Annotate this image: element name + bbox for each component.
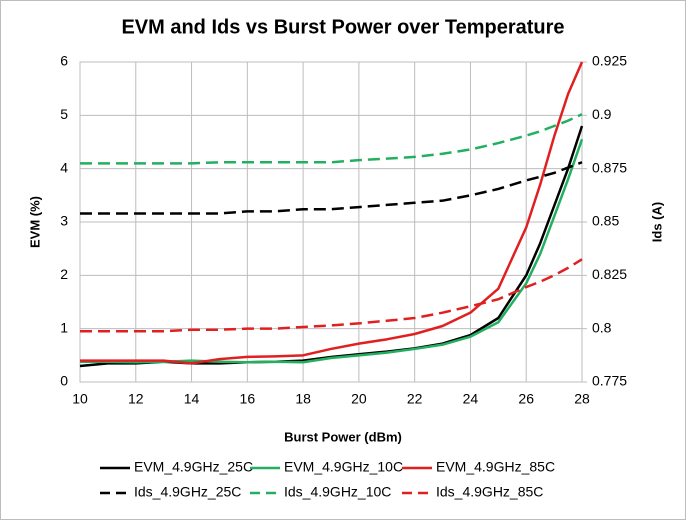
y2-tick-label: 0.85 <box>592 213 619 229</box>
x-tick-label: 26 <box>518 391 534 407</box>
plot-border <box>79 61 583 383</box>
y-tick-label: 6 <box>60 53 68 69</box>
series-line <box>80 113 583 165</box>
y-tick-label: 0 <box>60 373 68 389</box>
y2-tick-label: 0.925 <box>592 53 627 69</box>
y-tick-label: 1 <box>60 319 68 335</box>
y2-axis-title: Ids (A) <box>649 202 664 242</box>
y2-tick-label: 0.775 <box>592 373 627 389</box>
series-line <box>80 258 583 333</box>
x-tick-label: 10 <box>72 391 88 407</box>
y-tick-label: 4 <box>60 159 68 175</box>
x-tick-label: 24 <box>463 391 479 407</box>
y-tick-label: 5 <box>60 106 68 122</box>
y2-tick-label: 0.825 <box>592 266 627 282</box>
y2-tick-label: 0.8 <box>592 319 612 335</box>
x-tick-label: 18 <box>295 391 311 407</box>
legend-label: Ids_4.9GHz_10C <box>284 484 391 500</box>
y-axis-title: EVM (%) <box>27 196 42 248</box>
x-tick-label: 14 <box>184 391 200 407</box>
x-tick-label: 16 <box>240 391 256 407</box>
legend-label: EVM_4.9GHz_85C <box>436 459 555 475</box>
legend-label: Ids_4.9GHz_25C <box>134 484 241 500</box>
x-tick-label: 22 <box>407 391 423 407</box>
y-tick-label: 3 <box>60 213 68 229</box>
series-line <box>80 161 583 215</box>
x-tick-label: 28 <box>574 391 590 407</box>
y2-tick-label: 0.875 <box>592 159 627 175</box>
chart-title: EVM and Ids vs Burst Power over Temperat… <box>121 16 564 38</box>
x-axis-title: Burst Power (dBm) <box>284 429 402 444</box>
x-tick-label: 20 <box>351 391 367 407</box>
legend-label: EVM_4.9GHz_10C <box>284 459 403 475</box>
y-tick-label: 2 <box>60 266 68 282</box>
legend-label: Ids_4.9GHz_85C <box>436 484 543 500</box>
series-line <box>80 61 584 365</box>
y2-tick-label: 0.9 <box>592 106 612 122</box>
legend-label: EVM_4.9GHz_25C <box>134 459 253 475</box>
x-tick-label: 12 <box>128 391 144 407</box>
